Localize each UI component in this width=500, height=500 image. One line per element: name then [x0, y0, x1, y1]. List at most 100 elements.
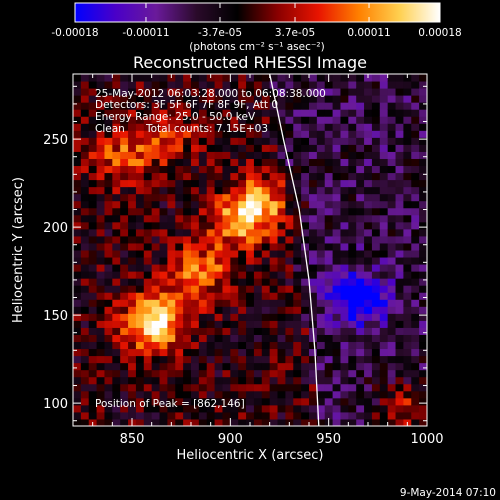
heatmap-cell [253, 74, 263, 82]
heatmap-cell [419, 313, 427, 321]
heatmap-cell [246, 228, 255, 237]
heatmap-cell [277, 186, 286, 195]
heatmap-cell [206, 158, 216, 167]
heatmap-cell [411, 228, 420, 237]
heatmap-cell [128, 411, 137, 420]
heatmap-cell [238, 418, 247, 426]
heatmap-cell [316, 257, 326, 265]
heatmap-cell [411, 165, 420, 174]
heatmap-cell [246, 95, 255, 103]
heatmap-cell [340, 376, 349, 385]
heatmap-cell [419, 179, 427, 188]
heatmap-cell [159, 207, 168, 216]
heatmap-cell [356, 285, 365, 293]
heatmap-cell [324, 109, 334, 117]
heatmap-cell [112, 74, 121, 82]
heatmap-cell [324, 193, 334, 202]
heatmap-cell [206, 334, 216, 343]
heatmap-cell [88, 193, 98, 202]
heatmap-cell [379, 292, 389, 300]
heatmap-cell [183, 334, 192, 343]
heatmap-cell [120, 130, 129, 138]
heatmap-cell [73, 404, 82, 413]
heatmap-cell [230, 285, 239, 293]
heatmap-cell [96, 207, 105, 216]
heatmap-cell [135, 193, 145, 202]
heatmap-cell [379, 235, 389, 244]
heatmap-cell [403, 242, 412, 251]
heatmap-cell [143, 81, 153, 89]
heatmap-cell [198, 102, 208, 110]
heatmap-cell [151, 313, 161, 321]
heatmap-cell [269, 235, 279, 244]
heatmap-cell [309, 179, 318, 188]
heatmap-cell [340, 285, 349, 293]
heatmap-cell [143, 278, 153, 286]
heatmap-cell [80, 179, 90, 188]
heatmap-cell [80, 404, 90, 413]
heatmap-cell [387, 235, 397, 244]
heatmap-cell [246, 355, 255, 364]
heatmap-cell [198, 74, 208, 82]
heatmap-cell [238, 221, 247, 230]
heatmap-cell [183, 144, 192, 152]
heatmap-cell [73, 390, 82, 399]
heatmap-cell [143, 362, 153, 371]
heatmap-cell [371, 299, 381, 307]
heatmap-cell [379, 88, 389, 96]
heatmap-cell [80, 207, 90, 216]
heatmap-cell [151, 109, 161, 117]
heatmap-cell [293, 334, 302, 343]
heatmap-cell [183, 390, 192, 399]
heatmap-cell [143, 404, 153, 413]
heatmap-cell [387, 383, 397, 392]
heatmap-cell [371, 362, 381, 371]
heatmap-cells [73, 74, 427, 426]
heatmap-cell [183, 369, 192, 378]
heatmap-cell [151, 193, 161, 202]
heatmap-cell [387, 397, 397, 406]
heatmap-cell [403, 214, 412, 223]
heatmap-cell [143, 172, 153, 181]
heatmap-cell [206, 88, 216, 96]
heatmap-cell [80, 306, 90, 314]
heatmap-cell [206, 355, 216, 364]
heatmap-cell [96, 320, 105, 328]
heatmap-cell [387, 81, 397, 89]
heatmap-cell [301, 109, 310, 117]
heatmap-cell [135, 165, 145, 174]
heatmap-cell [151, 186, 161, 195]
heatmap-cell [309, 172, 318, 181]
heatmap-cell [191, 207, 200, 216]
heatmap-cell [96, 313, 105, 321]
heatmap-cell [364, 193, 373, 202]
heatmap-cell [395, 95, 404, 103]
plot-title: Reconstructed RHESSI Image [133, 53, 367, 72]
heatmap-cell [96, 271, 105, 279]
heatmap-cell [395, 362, 404, 371]
heatmap-cell [277, 137, 286, 145]
heatmap-cell [309, 383, 318, 392]
heatmap-cell [206, 404, 216, 413]
heatmap-cell [379, 144, 389, 152]
heatmap-cell [371, 306, 381, 314]
heatmap-cell [238, 200, 247, 209]
heatmap-cell [167, 278, 176, 286]
heatmap-cell [277, 348, 286, 357]
heatmap-cell [104, 193, 113, 202]
heatmap-cell [143, 327, 153, 335]
heatmap-cell [143, 137, 153, 145]
heatmap-cell [112, 313, 121, 321]
heatmap-cell [230, 221, 239, 230]
heatmap-cell [269, 116, 279, 124]
heatmap-cell [348, 116, 357, 124]
heatmap-cell [324, 404, 334, 413]
heatmap-cell [371, 130, 381, 138]
heatmap-cell [340, 221, 349, 230]
heatmap-cell [175, 278, 184, 286]
heatmap-cell [191, 306, 200, 314]
heatmap-cell [191, 228, 200, 237]
heatmap-cell [301, 144, 310, 152]
heatmap-cell [403, 95, 412, 103]
heatmap-cell [80, 327, 90, 335]
